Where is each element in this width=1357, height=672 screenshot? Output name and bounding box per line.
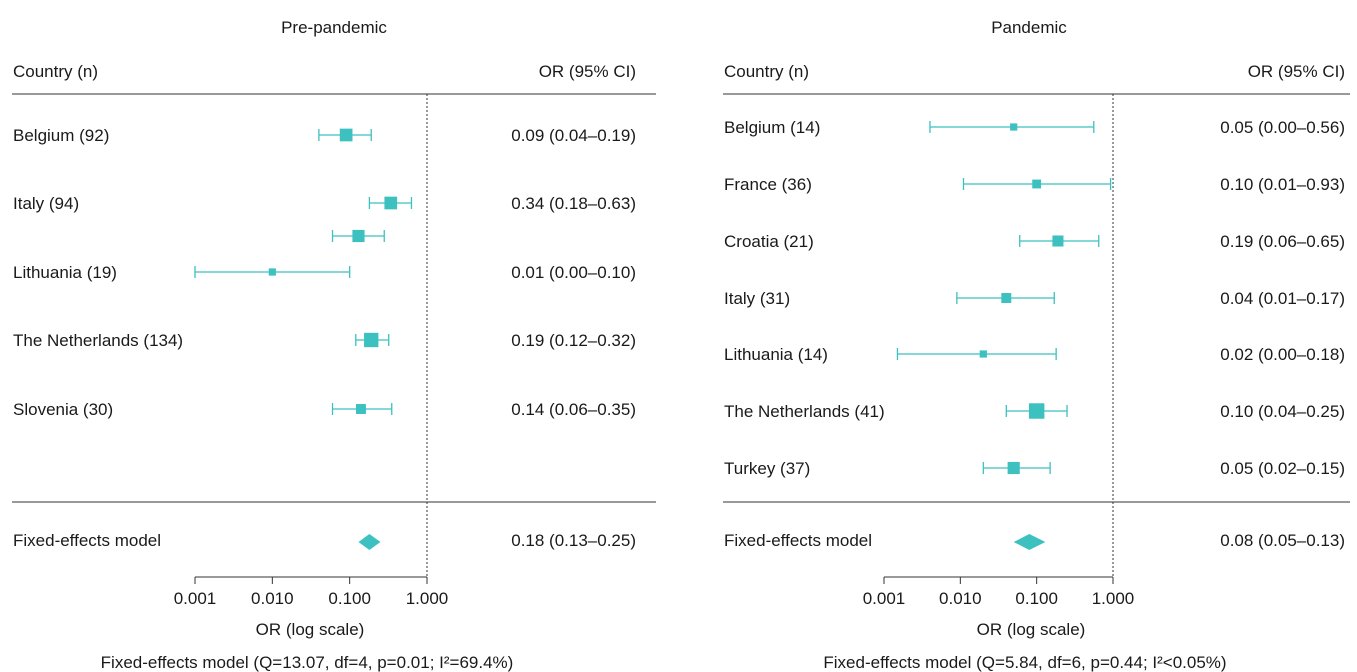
row-or-value: 0.01 (0.00–0.10)	[511, 263, 636, 282]
x-tick-label: 0.010	[939, 589, 982, 608]
row-or-value: 0.14 (0.06–0.35)	[511, 400, 636, 419]
row-country-label: Croatia (21)	[724, 232, 814, 251]
row-country-label: The Netherlands (41)	[724, 402, 885, 421]
point-estimate-square	[355, 404, 366, 414]
x-axis-label: OR (log scale)	[256, 620, 365, 639]
footnote: Fixed-effects model (Q=13.07, df=4, p=0.…	[101, 653, 514, 672]
row-or-value: 0.04 (0.01–0.17)	[1220, 289, 1345, 308]
point-estimate-square	[352, 229, 365, 243]
row-country-label: Belgium (92)	[13, 126, 109, 145]
row-country-label: Lithuania (14)	[724, 345, 828, 364]
row-or-value: 0.02 (0.00–0.18)	[1220, 345, 1345, 364]
point-estimate-square	[1007, 461, 1020, 475]
row-country-label: Slovenia (30)	[13, 400, 113, 419]
x-tick-label: 1.000	[406, 589, 449, 608]
pooled-or-text: 0.18 (0.13–0.25)	[511, 531, 636, 550]
row-or-value: 0.05 (0.00–0.56)	[1220, 118, 1345, 137]
x-tick-label: 1.000	[1092, 589, 1135, 608]
row-country-label: Turkey (37)	[724, 459, 810, 478]
point-estimate-square	[1001, 293, 1012, 303]
point-estimate-square	[1032, 179, 1042, 189]
study-rows: Belgium (14) 0.05 (0.00–0.56) France (36) 0…	[724, 118, 1345, 478]
row-or-value: 0.34 (0.18–0.63)	[511, 194, 636, 213]
x-tick-label: 0.001	[863, 589, 906, 608]
point-estimate-square	[979, 350, 987, 358]
x-tick-label: 0.010	[251, 589, 294, 608]
x-axis-label: OR (log scale)	[977, 620, 1086, 639]
point-estimate-square	[364, 332, 379, 348]
or-column-header: OR (95% CI)	[539, 62, 636, 81]
study-rows: Belgium (92) 0.09 (0.04–0.19) Italy (94) 0.…	[13, 126, 636, 419]
panel-title: Pandemic	[991, 18, 1067, 37]
row-or-value: 0.19 (0.12–0.32)	[511, 331, 636, 350]
country-column-header: Country (n)	[724, 62, 809, 81]
pooled-label: Fixed-effects model	[13, 531, 161, 550]
x-tick-label: 0.001	[174, 589, 217, 608]
pooled-diamond	[358, 534, 381, 550]
point-estimate-square	[339, 128, 353, 142]
pooled-or-text: 0.08 (0.05–0.13)	[1220, 531, 1345, 550]
row-or-value: 0.09 (0.04–0.19)	[511, 126, 636, 145]
row-or-value: 0.05 (0.02–0.15)	[1220, 459, 1345, 478]
point-estimate-square	[1028, 403, 1045, 419]
row-or-value: 0.19 (0.06–0.65)	[1220, 232, 1345, 251]
pandemic-panel: Pandemic Country (n) OR (95% CI) Fixed-e…	[723, 18, 1350, 672]
plot-marks: 0.001 0.010 0.100 1.000	[863, 94, 1135, 608]
plot-marks: 0.001 0.010 0.100 1.000	[174, 94, 449, 608]
row-country-label: France (36)	[724, 175, 812, 194]
row-country-label: Italy (94)	[13, 194, 79, 213]
footnote: Fixed-effects model (Q=5.84, df=6, p=0.4…	[823, 653, 1226, 672]
point-estimate-square	[1052, 235, 1064, 247]
pooled-diamond	[1013, 534, 1046, 550]
row-country-label: Belgium (14)	[724, 118, 820, 137]
point-estimate-square	[384, 196, 398, 210]
row-or-value: 0.10 (0.04–0.25)	[1220, 402, 1345, 421]
row-country-label: Italy (31)	[724, 289, 790, 308]
x-tick-label: 0.100	[1015, 589, 1058, 608]
row-country-label: The Netherlands (134)	[13, 331, 183, 350]
row-country-label: Lithuania (19)	[13, 263, 117, 282]
country-column-header: Country (n)	[13, 62, 98, 81]
pre-pandemic-panel: Pre-pandemic Country (n) OR (95% CI) Fix…	[12, 18, 656, 672]
panel-title: Pre-pandemic	[281, 18, 387, 37]
pooled-label: Fixed-effects model	[724, 531, 872, 550]
or-column-header: OR (95% CI)	[1248, 62, 1345, 81]
row-or-value: 0.10 (0.01–0.93)	[1220, 175, 1345, 194]
x-tick-label: 0.100	[328, 589, 371, 608]
point-estimate-square	[268, 268, 276, 276]
point-estimate-square	[1010, 123, 1018, 131]
